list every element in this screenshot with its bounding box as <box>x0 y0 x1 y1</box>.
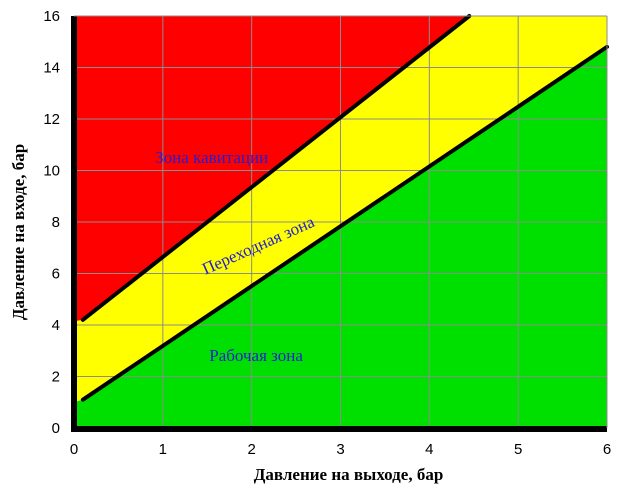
x-tick-label: 0 <box>70 441 78 458</box>
y-tick-label: 10 <box>43 163 60 180</box>
x-tick-label: 2 <box>247 441 255 458</box>
x-tick-label: 4 <box>425 441 433 458</box>
y-tick-label: 16 <box>43 8 60 25</box>
working-zone-label: Рабочая зона <box>209 346 303 365</box>
cavitation-boundary-line <box>80 14 472 322</box>
y-tick-label: 0 <box>52 420 60 437</box>
y-tick-label: 2 <box>52 369 60 386</box>
y-axis-title: Давление на входе, бар <box>9 144 28 320</box>
x-tick-label: 6 <box>603 441 611 458</box>
x-tick-label: 3 <box>336 441 344 458</box>
x-tick-label: 5 <box>514 441 522 458</box>
working-boundary-line <box>80 44 609 402</box>
y-tick-label: 8 <box>52 214 60 231</box>
x-axis-title: Давление на выходе, бар <box>254 465 444 484</box>
x-tick-label: 1 <box>159 441 167 458</box>
y-tick-label: 14 <box>43 60 60 77</box>
y-tick-label: 6 <box>52 266 60 283</box>
y-tick-label: 12 <box>43 111 60 128</box>
y-tick-label: 4 <box>52 317 60 334</box>
cavitation-zone-label: Зона кавитации <box>155 148 268 167</box>
